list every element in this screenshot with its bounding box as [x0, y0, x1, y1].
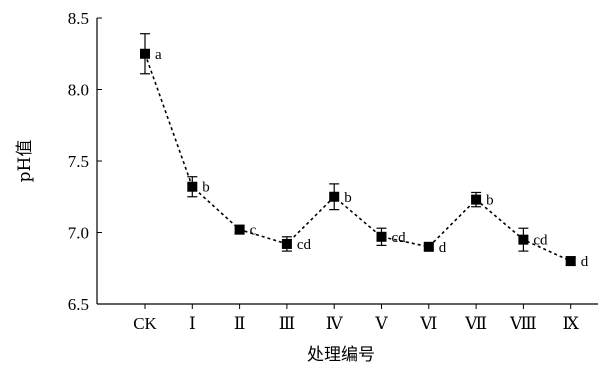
- data-point: [565, 256, 576, 267]
- significance-label: cd: [533, 233, 548, 249]
- data-point: [423, 241, 434, 252]
- significance-label: cd: [297, 237, 312, 253]
- y-tick-label: 8.5: [68, 9, 89, 28]
- significance-label: b: [202, 180, 210, 196]
- significance-label: c: [250, 223, 257, 239]
- x-axis-ticks: CK Ⅰ Ⅱ Ⅲ Ⅳ Ⅴ Ⅵ Ⅶ Ⅷ Ⅸ: [133, 304, 579, 333]
- data-point: [376, 231, 387, 242]
- y-tick-label: 7.0: [68, 224, 89, 243]
- data-point: [140, 48, 150, 59]
- x-tick-label: Ⅶ: [464, 314, 487, 333]
- x-axis-title: 处理编号: [307, 345, 375, 365]
- x-tick-label: Ⅴ: [374, 314, 388, 333]
- series-line: [144, 53, 572, 262]
- x-tick-label: Ⅵ: [419, 314, 437, 333]
- x-tick-label: Ⅲ: [279, 314, 295, 333]
- y-axis-title: pH值: [15, 140, 35, 183]
- x-tick-label: Ⅸ: [562, 314, 579, 333]
- significance-label: a: [155, 47, 162, 63]
- axes: [96, 18, 598, 305]
- x-tick-label: Ⅰ: [189, 314, 196, 333]
- y-tick-label: 7.5: [68, 152, 89, 171]
- x-tick-label: Ⅷ: [509, 314, 537, 333]
- significance-label: d: [439, 240, 447, 256]
- data-point: [234, 224, 245, 235]
- series: a b c cd b cd d b cd d: [140, 33, 589, 270]
- significance-label: d: [581, 254, 589, 270]
- y-axis-ticks: 6.5 7.0 7.5 8.0 8.5: [68, 9, 102, 314]
- y-tick-label: 6.5: [68, 295, 89, 314]
- significance-label: b: [344, 190, 352, 206]
- significance-label: cd: [392, 230, 407, 246]
- x-tick-label: Ⅳ: [326, 314, 344, 333]
- data-point: [187, 181, 198, 192]
- data-point: [281, 238, 292, 249]
- x-tick-label: CK: [133, 314, 157, 333]
- x-tick-label: Ⅱ: [234, 314, 246, 333]
- y-tick-label: 8.0: [68, 81, 89, 100]
- data-point: [329, 191, 340, 202]
- data-point: [471, 194, 482, 205]
- significance-label: b: [486, 193, 494, 209]
- data-point: [518, 234, 529, 245]
